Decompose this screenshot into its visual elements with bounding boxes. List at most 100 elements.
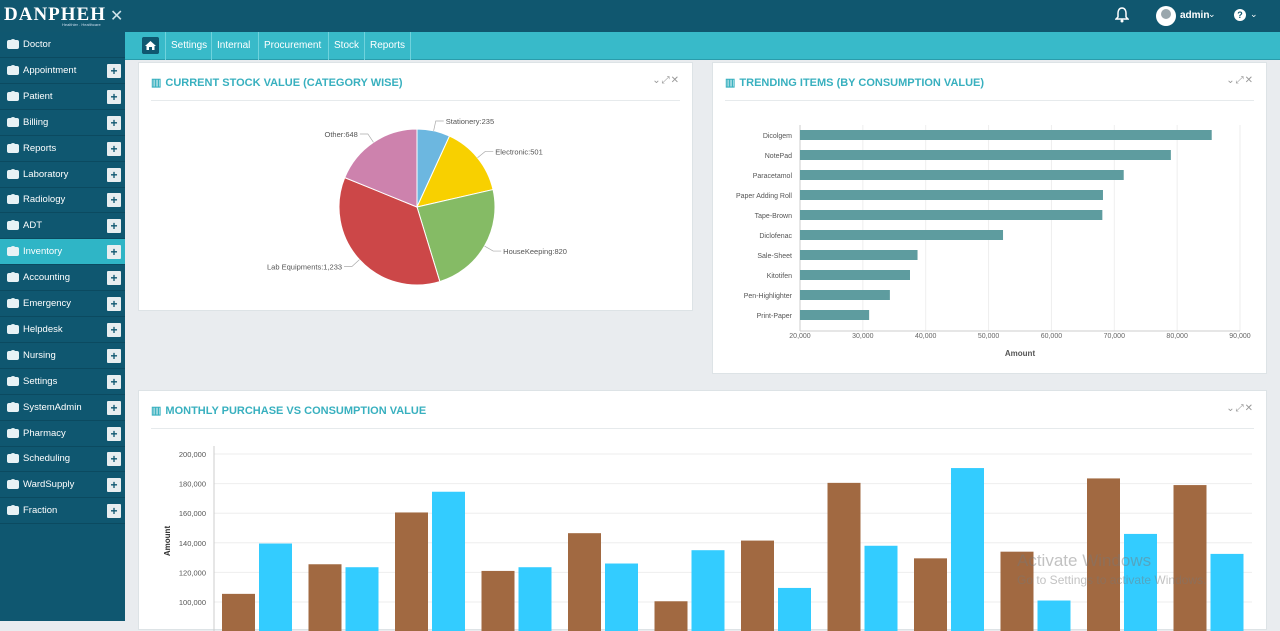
expand-plus-button[interactable]: + (107, 400, 121, 415)
expand-plus-button[interactable]: + (107, 271, 121, 286)
sidebar-item-scheduling[interactable]: Scheduling + (0, 446, 125, 473)
bell-icon[interactable] (1115, 7, 1129, 23)
bar (800, 250, 918, 260)
sidebar-item-systemadmin[interactable]: SystemAdmin + (0, 395, 125, 421)
helpdesk-icon (7, 323, 19, 334)
bar (778, 587, 811, 631)
y-tick-label: 120,000 (179, 568, 206, 577)
bar (800, 150, 1171, 160)
y-tick-label: Paracetamol (753, 173, 793, 180)
user-name[interactable]: admin (1180, 10, 1210, 21)
sidebar-item-label: Doctor (23, 39, 51, 50)
sidebar-item-wardsupply[interactable]: WardSupply + (0, 472, 125, 499)
microscope-icon (7, 168, 19, 179)
expand-plus-button[interactable]: + (107, 167, 121, 182)
x-tick-label: 60,000 (1041, 333, 1063, 340)
sidebar-item-pharmacy[interactable]: Pharmacy + (0, 421, 125, 447)
sidebar-item-emergency[interactable]: Emergency + (0, 291, 125, 317)
panel-tools[interactable]: ⌄⤢✕ (652, 75, 680, 86)
sidebar-item-settings[interactable]: Settings + (0, 369, 125, 395)
bar (654, 601, 688, 631)
sidebar-item-reports[interactable]: Reports + (0, 136, 125, 162)
bar (345, 567, 379, 631)
trending-bar-chart: 20,000 30,000 40,000 50,000 60,000 70,000 80,0… (736, 125, 1251, 358)
y-tick-label: 160,000 (179, 509, 206, 518)
divider (151, 100, 680, 101)
expand-plus-button[interactable]: + (107, 193, 121, 208)
expand-plus-button[interactable]: + (107, 478, 121, 493)
sidebar-item-helpdesk[interactable]: Helpdesk + (0, 317, 125, 343)
expand-plus-button[interactable]: + (107, 297, 121, 311)
home-icon[interactable] (142, 37, 159, 54)
x-tick-label: 70,000 (1104, 333, 1126, 340)
expand-plus-button[interactable]: + (107, 348, 121, 363)
sidebar-item-label: Billing (23, 116, 49, 128)
y-tick-label: Print-Paper (757, 313, 793, 320)
activate-windows-watermark: Activate Windows (1017, 551, 1152, 570)
pie-leader-line (484, 245, 502, 252)
sidebar-item-nursing[interactable]: Nursing + (0, 343, 125, 369)
expand-plus-button[interactable]: + (107, 452, 121, 467)
y-tick-label: Kitotifen (767, 273, 792, 280)
system-admin-icon (7, 401, 19, 412)
expand-plus-button[interactable]: + (107, 374, 121, 389)
bar (568, 533, 601, 631)
sidebar-item-label: Radiology (23, 194, 66, 206)
bar (800, 310, 870, 320)
sidebar-item-billing[interactable]: Billing + (0, 110, 125, 136)
bar (1210, 553, 1244, 631)
tab-reports[interactable]: Reports (364, 32, 412, 60)
sidebar: Doctor Appointment + Patient + Billing + Report… (0, 32, 125, 621)
sidebar-item-laboratory[interactable]: Laboratory + (0, 162, 125, 188)
ward-supply-icon (7, 479, 19, 490)
sidebar-item-adt[interactable]: ADT + (0, 213, 125, 240)
panel-tools[interactable]: ⌄⤢✕ (1226, 75, 1254, 86)
bar (1173, 485, 1207, 631)
stock-value-panel: ▥ CURRENT STOCK VALUE (CATEGORY WISE) ⌄⤢✕… (138, 62, 693, 311)
pie-slice (344, 128, 418, 208)
chevron-down-icon[interactable]: ⌄ (1208, 9, 1216, 19)
sidebar-item-appointment[interactable]: Appointment + (0, 58, 125, 84)
tab-procurement[interactable]: Procurement (258, 32, 326, 60)
pie-data-label: Stationery:235 (446, 117, 494, 126)
sidebar-item-accounting[interactable]: Accounting + (0, 265, 125, 292)
tab-settings[interactable]: Settings (165, 32, 212, 60)
stock-value-title-text: CURRENT STOCK VALUE (CATEGORY WISE) (165, 77, 403, 89)
panel-tools[interactable]: ⌄⤢✕ (1226, 403, 1254, 414)
y-tick-label: Tape-Brown (755, 213, 792, 220)
app-logo[interactable]: DANPHEH (4, 4, 106, 25)
y-tick-label: 200,000 (179, 450, 206, 459)
expand-plus-button[interactable]: + (107, 63, 121, 78)
logo-tagline: Healthier . Healthcare (62, 22, 101, 27)
expand-plus-button[interactable]: + (107, 89, 121, 104)
expand-plus-button[interactable]: + (107, 322, 121, 337)
sidebar-item-patient[interactable]: Patient + (0, 84, 125, 110)
tab-internal[interactable]: Internal (211, 32, 255, 60)
close-icon[interactable]: ✕ (110, 8, 124, 25)
expand-plus-button[interactable]: + (107, 504, 121, 519)
bar (800, 130, 1212, 140)
expand-plus-button[interactable]: + (107, 245, 121, 260)
sidebar-item-fraction[interactable]: Fraction + (0, 498, 125, 525)
user-avatar[interactable] (1156, 6, 1176, 26)
sidebar-item-label: Fraction (23, 505, 58, 517)
expand-plus-button[interactable]: + (107, 426, 121, 441)
trending-items-panel: ▥ TRENDING ITEMS (BY CONSUMPTION VALUE) ⌄… (712, 62, 1267, 374)
sidebar-item-doctor[interactable]: Doctor (0, 32, 125, 58)
bar (1000, 551, 1034, 631)
help-icon[interactable]: ? (1234, 9, 1246, 21)
bar (1124, 533, 1157, 631)
expand-plus-button[interactable]: + (107, 219, 121, 234)
y-tick-label: 180,000 (179, 480, 206, 489)
sidebar-item-radiology[interactable]: Radiology + (0, 187, 125, 214)
chevron-down-icon[interactable]: ⌄ (1250, 9, 1258, 19)
pie-data-label: Other:648 (325, 130, 358, 139)
sidebar-item-label: ADT (23, 220, 42, 232)
expand-plus-button[interactable]: + (107, 115, 121, 130)
pie-slice (416, 135, 494, 208)
sidebar-item-inventory[interactable]: Inventory + (0, 239, 125, 266)
bar (691, 550, 725, 631)
bar (800, 230, 1004, 240)
expand-plus-button[interactable]: + (107, 141, 121, 156)
tab-stock[interactable]: Stock (328, 32, 364, 60)
